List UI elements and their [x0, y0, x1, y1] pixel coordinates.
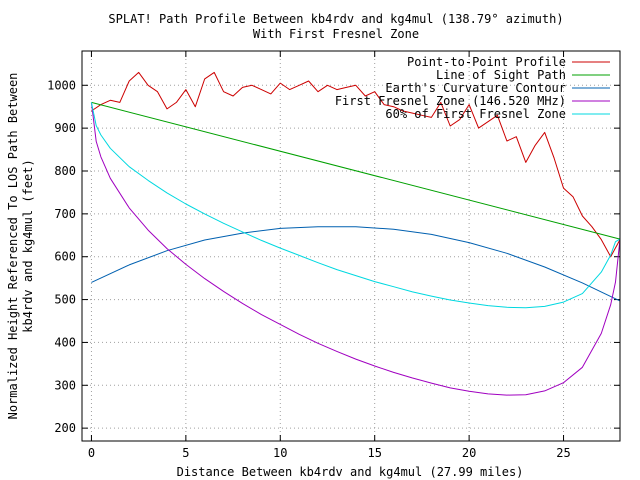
y-tick-label: 800: [54, 164, 76, 178]
x-axis-label: Distance Between kb4rdv and kg4mul (27.9…: [177, 465, 524, 479]
x-tick-label: 0: [88, 446, 95, 460]
y-axis-label-line2: kb4rdv and kg4mul (feet): [21, 159, 35, 332]
fresnel-60-percent-line: [90, 102, 621, 309]
x-tick-label: 10: [273, 446, 287, 460]
y-tick-label: 700: [54, 207, 76, 221]
x-tick-label: 25: [556, 446, 570, 460]
grid-lines: [82, 51, 620, 441]
y-tick-label: 300: [54, 378, 76, 392]
profile-line: [91, 71, 621, 258]
series-group: [90, 71, 621, 396]
legend-label: Earth's Curvature Contour: [385, 81, 566, 95]
legend-label: First Fresnel Zone (146.520 MHz): [335, 94, 566, 108]
x-tick-label: 20: [462, 446, 476, 460]
first-fresnel-zone-line: [90, 102, 621, 396]
x-tick-label: 5: [182, 446, 189, 460]
y-tick-label: 500: [54, 293, 76, 307]
y-tick-label: 600: [54, 250, 76, 264]
earth-curvature-line: [91, 226, 621, 302]
y-tick-label: 200: [54, 421, 76, 435]
chart-subtitle: With First Fresnel Zone: [253, 27, 419, 41]
plot-border: [81, 50, 621, 442]
y-tick-label: 400: [54, 335, 76, 349]
chart-title: SPLAT! Path Profile Between kb4rdv and k…: [108, 12, 563, 26]
axis-ticks: 0 5 10 15 20 25 200 300 400 500 600 700 800 900 1000: [47, 51, 620, 460]
y-tick-label: 900: [54, 121, 76, 135]
legend-label: Line of Sight Path: [436, 68, 566, 82]
legend-label: 60% of First Fresnel Zone: [385, 107, 566, 121]
y-tick-label: 1000: [47, 78, 76, 92]
legend-label: Point-to-Point Profile: [407, 55, 566, 69]
line-of-sight-line: [91, 101, 621, 240]
y-axis-label-line1: Normalized Height Referenced To LOS Path…: [6, 73, 20, 420]
x-tick-label: 15: [367, 446, 381, 460]
